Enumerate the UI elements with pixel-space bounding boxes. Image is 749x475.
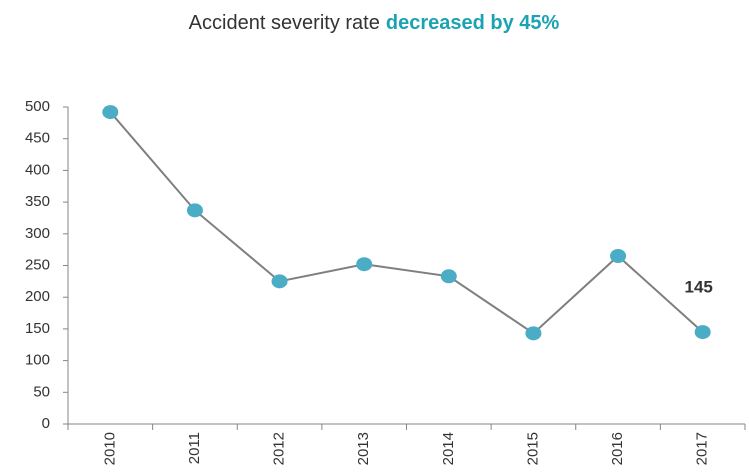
data-point bbox=[440, 269, 457, 284]
y-tick-label: 150 bbox=[25, 320, 50, 337]
y-tick-label: 0 bbox=[42, 415, 50, 432]
y-tick-label: 500 bbox=[25, 98, 50, 115]
title-highlight: decreased by 45% bbox=[386, 12, 560, 34]
x-tick-label: 2017 bbox=[694, 432, 711, 465]
x-tick-label: 2011 bbox=[186, 432, 203, 464]
y-tick-label: 200 bbox=[25, 288, 50, 305]
y-tick-label: 50 bbox=[33, 383, 50, 400]
y-tick-label: 400 bbox=[25, 161, 50, 178]
y-tick-label: 350 bbox=[25, 193, 50, 210]
data-point bbox=[271, 274, 288, 289]
y-tick-label: 100 bbox=[25, 352, 50, 369]
x-tick-label: 2015 bbox=[524, 432, 541, 465]
data-point bbox=[694, 325, 711, 340]
x-tick-label: 2010 bbox=[101, 432, 118, 465]
x-tick-label: 2014 bbox=[440, 432, 457, 465]
y-tick-label: 300 bbox=[25, 225, 50, 242]
chart-title: Accident severity rate decreased by 45% bbox=[189, 12, 560, 34]
data-point bbox=[356, 257, 373, 272]
data-point bbox=[186, 203, 203, 218]
data-point bbox=[525, 326, 542, 341]
x-tick-label: 2016 bbox=[609, 432, 626, 465]
data-label: 145 bbox=[685, 278, 713, 297]
y-tick-label: 450 bbox=[25, 130, 50, 147]
data-point bbox=[102, 105, 119, 120]
series-line bbox=[109, 111, 704, 335]
title-text: Accident severity rate bbox=[189, 12, 380, 34]
data-point bbox=[610, 248, 627, 263]
x-tick-label: 2012 bbox=[271, 432, 288, 465]
y-tick-label: 250 bbox=[25, 256, 50, 273]
x-tick-label: 2013 bbox=[355, 432, 372, 465]
